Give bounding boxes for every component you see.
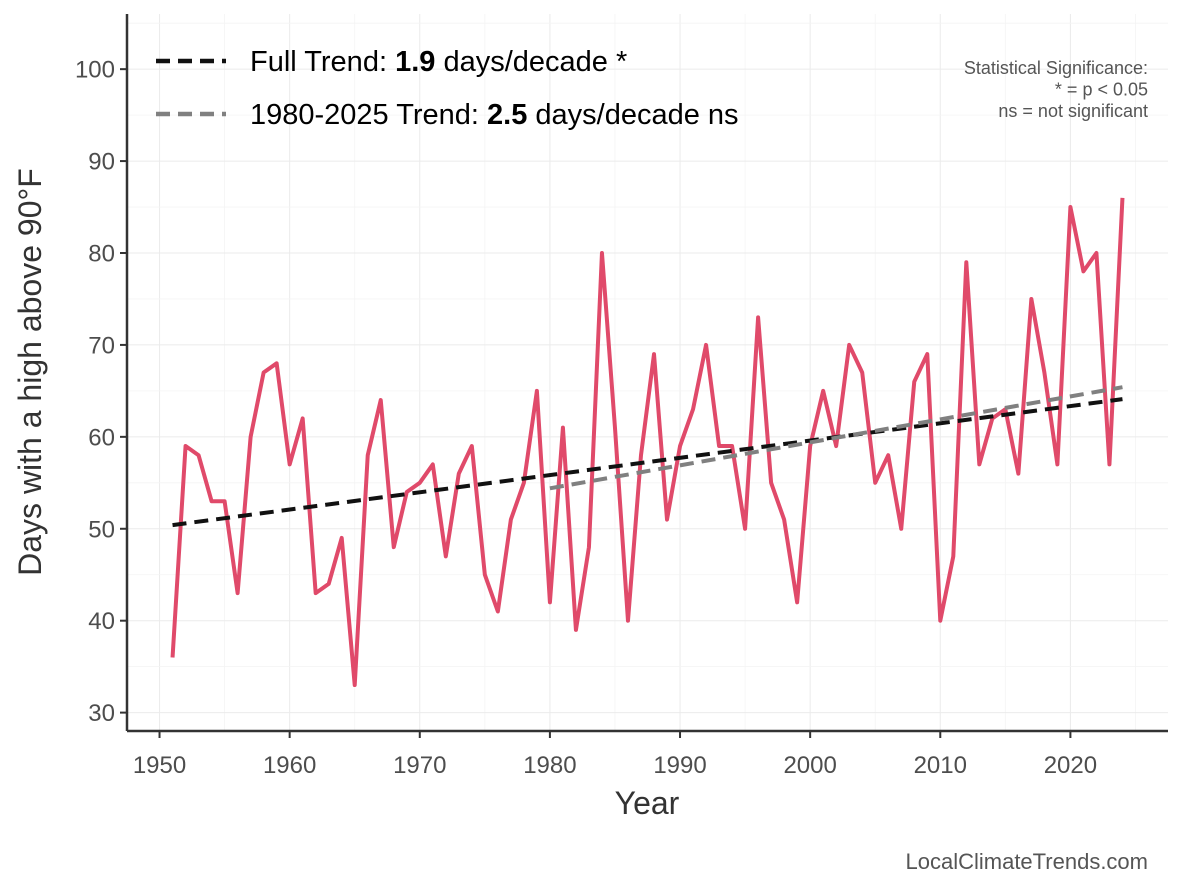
gridlines	[127, 14, 1168, 731]
x-tick-label: 1980	[523, 752, 576, 779]
full-trend-line	[172, 397, 1123, 528]
data-series	[170, 197, 1125, 688]
legend-label: 1980-2025 Trend: 2.5 days/decade ns	[250, 99, 739, 131]
source-caption: LocalClimateTrends.com	[906, 849, 1149, 874]
y-axis-title: Days with a high above 90°F	[12, 168, 48, 576]
legend-label: Full Trend: 1.9 days/decade *	[250, 46, 627, 78]
tick-marks-and-labels: 1950 1960 1970 1980 1990 2000 2010 2020 30 40 50 60…	[75, 57, 1097, 779]
x-tick-label: 1950	[133, 752, 186, 779]
x-tick-label: 1960	[263, 752, 316, 779]
observed-series-line	[170, 197, 1125, 688]
y-tick-label: 60	[88, 424, 115, 451]
x-tick-label: 1990	[653, 752, 706, 779]
legend: Full Trend: 1.9 days/decade * 1980-2025 T…	[156, 46, 739, 131]
y-tick-label: 30	[88, 700, 115, 727]
recent-trend-line	[549, 385, 1123, 491]
significance-note-line: * = p < 0.05	[1055, 80, 1148, 100]
y-tick-label: 100	[75, 57, 115, 84]
y-tick-label: 40	[88, 608, 115, 635]
x-tick-label: 2020	[1044, 752, 1097, 779]
x-axis-title: Year	[615, 785, 680, 821]
significance-note: Statistical Significance:* = p < 0.05ns …	[964, 58, 1148, 121]
x-tick-label: 2010	[914, 752, 967, 779]
x-tick-label: 1970	[393, 752, 446, 779]
significance-note-line: Statistical Significance:	[964, 58, 1148, 78]
y-tick-label: 80	[88, 241, 115, 268]
significance-note-line: ns = not significant	[998, 101, 1148, 121]
y-tick-label: 70	[88, 332, 115, 359]
y-tick-label: 90	[88, 149, 115, 176]
y-tick-label: 50	[88, 516, 115, 543]
x-tick-label: 2000	[783, 752, 836, 779]
axes	[125, 14, 1168, 733]
